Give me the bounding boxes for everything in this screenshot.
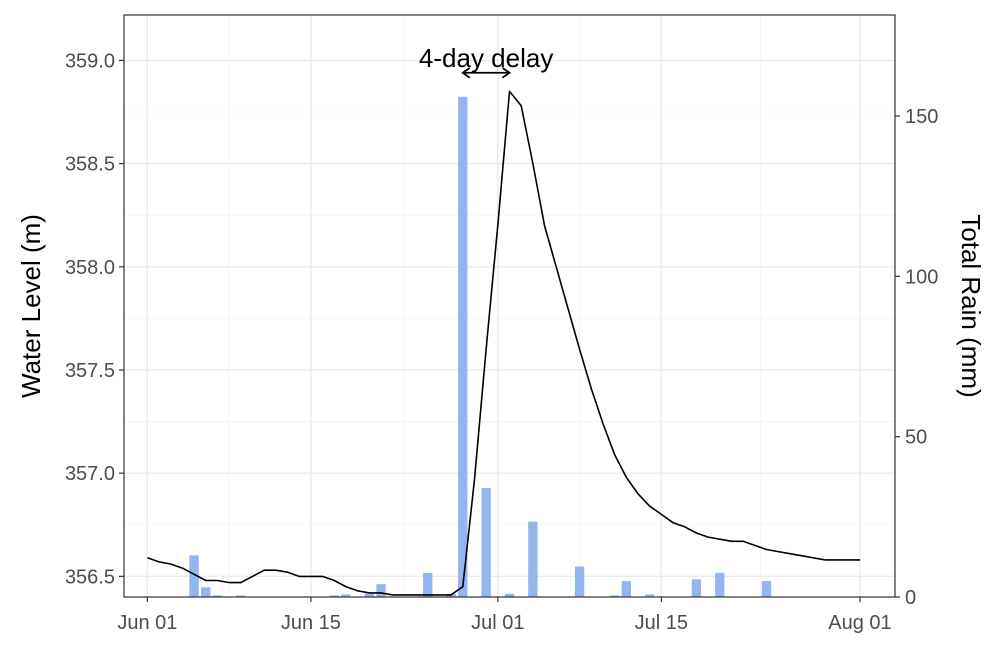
delay-annotation-text: 4-day delay (419, 43, 553, 73)
right-axis-title: Total Rain (mm) (956, 214, 986, 397)
rain-bar (504, 593, 515, 597)
rain-bar (528, 521, 538, 597)
x-tick-label: Jun 15 (281, 612, 341, 634)
rain-bar (189, 555, 199, 597)
rain-bar (376, 584, 386, 597)
left-tick-label: 358.0 (65, 257, 115, 279)
delay-annotation: 4-day delay (419, 43, 553, 79)
rain-bar (691, 579, 702, 597)
left-axis-title: Water Level (m) (16, 214, 46, 398)
right-axis-ticks: 0 50 100 150 (895, 106, 938, 609)
right-tick-label: 0 (905, 587, 916, 609)
x-tick-label: Aug 01 (828, 612, 891, 634)
rain-bar (212, 595, 223, 597)
rain-bar (236, 595, 246, 597)
rain-bar (341, 594, 351, 597)
rain-bar (364, 593, 374, 597)
rain-bar (645, 594, 655, 597)
right-tick-label: 100 (905, 266, 938, 288)
left-tick-label: 357.0 (65, 463, 115, 485)
x-tick-label: Jul 01 (471, 612, 524, 634)
right-tick-label: 50 (905, 427, 927, 449)
major-gridlines (124, 15, 895, 597)
left-tick-label: 359.0 (65, 50, 115, 72)
x-axis-ticks: Jun 01 Jun 15 Jul 01 Jul 15 Aug 01 (117, 597, 892, 634)
rain-bar (329, 595, 339, 597)
left-tick-label: 357.5 (65, 360, 115, 382)
rain-bar (574, 566, 585, 597)
arrow-head-right (501, 67, 512, 79)
rain-bars (189, 96, 772, 598)
water-level-line (147, 90, 860, 596)
rain-bar (481, 487, 491, 597)
rain-bar (621, 580, 631, 597)
minor-gridlines (124, 15, 895, 597)
panel-border (123, 14, 896, 598)
left-tick-label: 358.5 (65, 154, 115, 176)
rain-bar (458, 96, 468, 598)
x-tick-label: Jul 15 (635, 612, 688, 634)
rain-bar (423, 572, 433, 597)
left-axis-ticks: 356.5 357.0 357.5 358.0 358.5 359.0 (65, 50, 124, 588)
rain-bar (715, 572, 725, 597)
rain-bar (201, 587, 211, 597)
arrow-head-left (461, 67, 471, 79)
left-tick-label: 356.5 (65, 566, 115, 588)
right-tick-label: 150 (905, 106, 938, 128)
rain-bar (761, 580, 772, 597)
rain-bar (609, 595, 620, 597)
x-tick-label: Jun 01 (117, 612, 177, 634)
